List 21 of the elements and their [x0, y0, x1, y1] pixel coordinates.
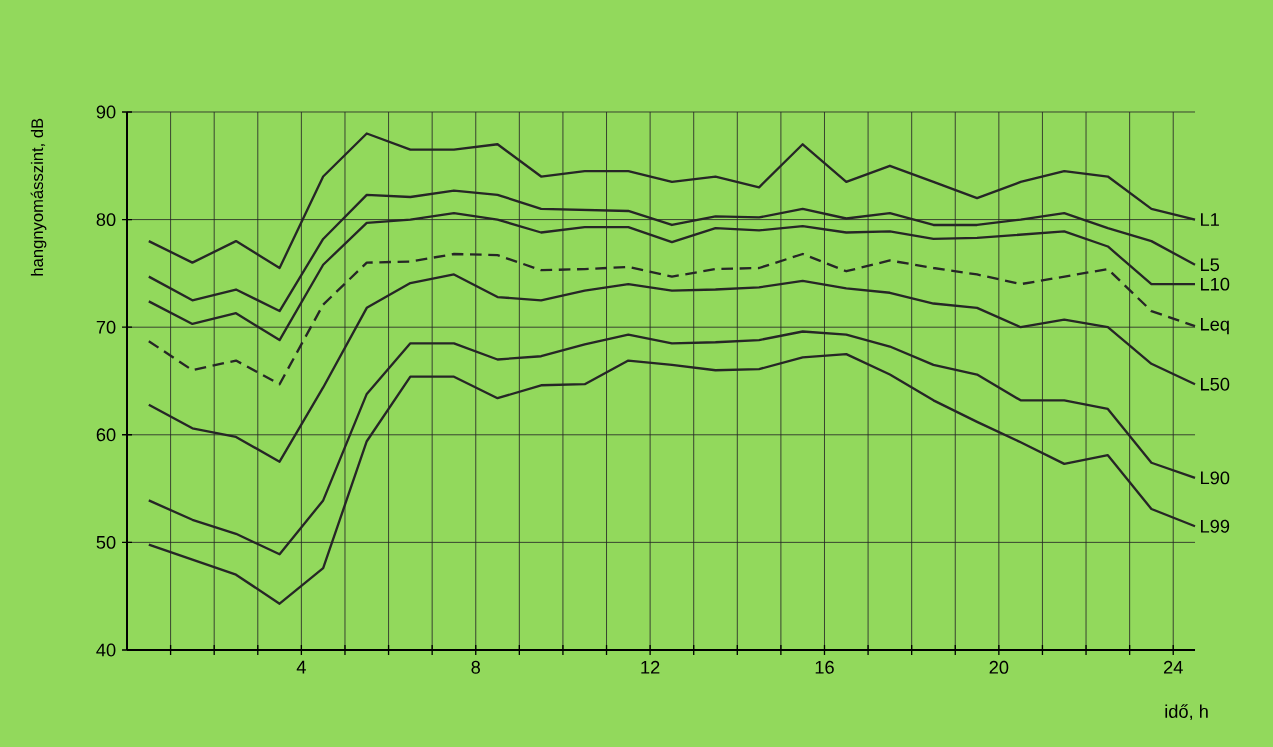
- x-tick-label: 16: [815, 660, 834, 674]
- y-tick-label: 90: [96, 105, 116, 119]
- x-tick-label: 24: [1163, 660, 1183, 674]
- series-label: L5: [1201, 258, 1220, 272]
- series-label: L90: [1201, 471, 1230, 485]
- y-tick-label: 80: [96, 213, 116, 227]
- x-axis-title: idő, h: [1165, 704, 1208, 721]
- series-label: L1: [1201, 213, 1219, 226]
- x-tick-label: 20: [989, 660, 1009, 674]
- y-tick-label: 50: [96, 535, 116, 549]
- x-tick-label: 8: [471, 660, 481, 674]
- y-tick-label: 60: [96, 428, 116, 442]
- x-tick-label: 4: [296, 660, 306, 674]
- y-tick-label: 70: [96, 320, 116, 334]
- series-label: Leq: [1201, 317, 1229, 335]
- series-label: L50: [1201, 377, 1230, 391]
- series-label: L10: [1201, 277, 1230, 291]
- x-tick-label: 12: [641, 660, 660, 674]
- series-label: L99: [1201, 519, 1230, 533]
- y-tick-label: 40: [96, 643, 116, 657]
- y-axis-title: hangnyomásszint, dB: [30, 118, 47, 276]
